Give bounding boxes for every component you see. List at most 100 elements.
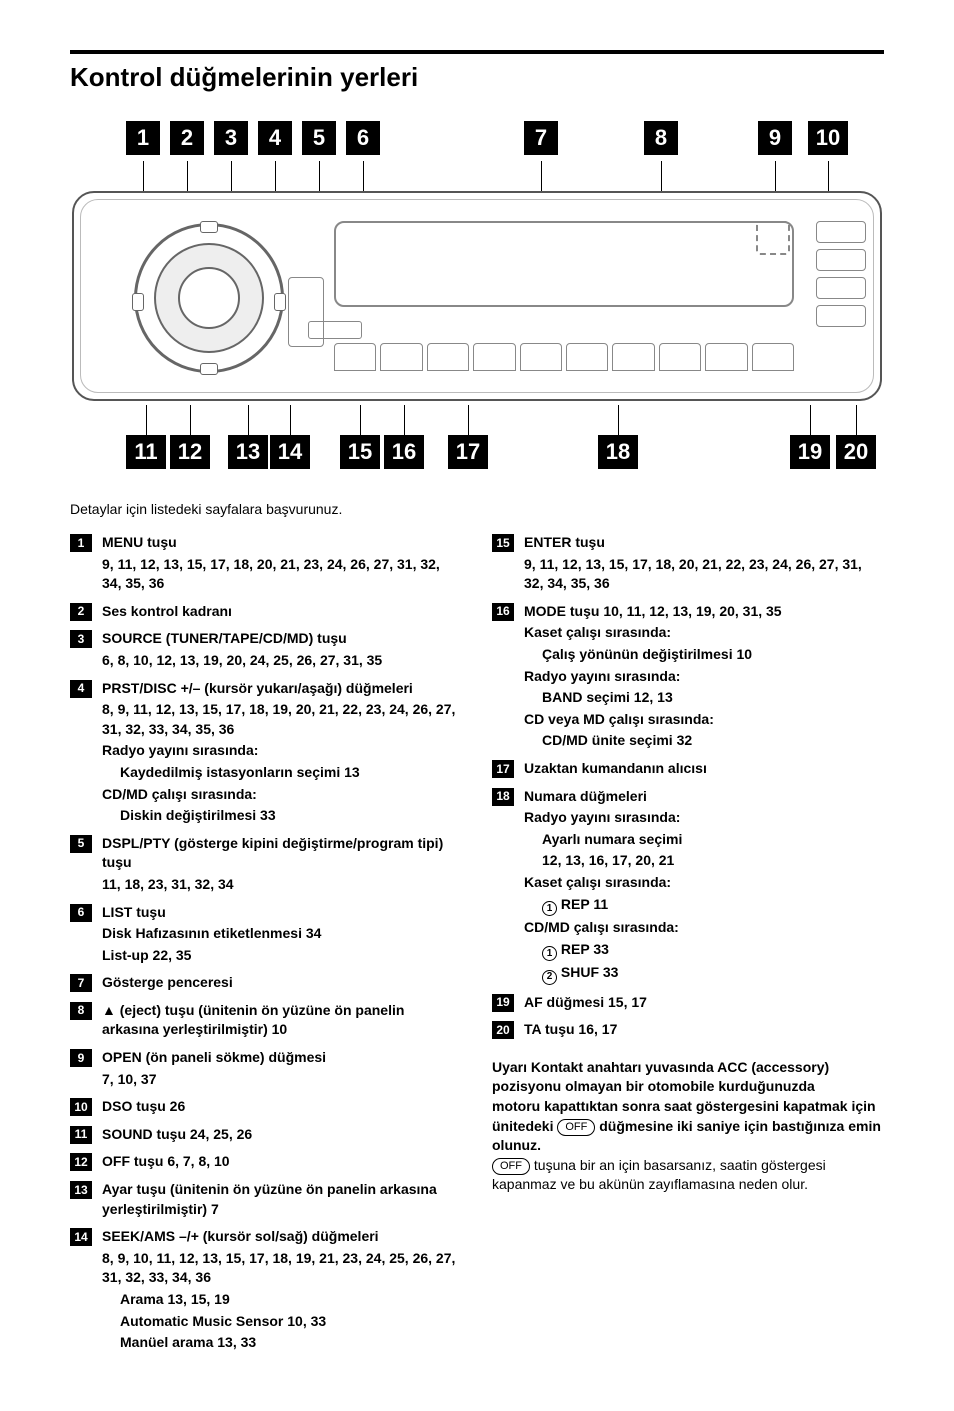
leader-line xyxy=(319,161,320,191)
entry-badge: 16 xyxy=(492,603,514,621)
entry-line: Diskin değiştirilmesi 33 xyxy=(120,806,462,826)
entry-line-text: CD/MD çalışı sırasında: xyxy=(102,786,257,802)
entry-title: SOUND tuşu 24, 25, 26 xyxy=(102,1125,462,1145)
entry-badge: 13 xyxy=(70,1181,92,1199)
columns: 1 MENU tuşu9, 11, 12, 13, 15, 17, 18, 20,… xyxy=(70,533,884,1361)
release-slider xyxy=(308,321,362,339)
leader-line xyxy=(541,161,542,191)
callout-12: 12 xyxy=(170,435,210,469)
callout-7: 7 xyxy=(524,121,558,155)
callout-2: 2 xyxy=(170,121,204,155)
entry-badge: 15 xyxy=(492,534,514,552)
entry-line: 1 REP 11 xyxy=(542,895,884,917)
entry-line-text: Radyo yayını sırasında: xyxy=(524,668,680,684)
page-title: Kontrol düğmelerinin yerleri xyxy=(70,62,884,93)
entry-line: 8, 9, 11, 12, 13, 15, 17, 18, 19, 20, 21… xyxy=(102,700,462,739)
entry-line: Kaset çalışı sırasında: xyxy=(524,623,884,643)
leader-line xyxy=(618,405,619,435)
entry-line: 1 REP 33 xyxy=(542,940,884,962)
entry-badge: 7 xyxy=(70,974,92,992)
entry-body: OPEN (ön paneli sökme) düğmesi 7, 10, 37 xyxy=(102,1048,462,1089)
entry-line-text: Radyo yayını sırasında: xyxy=(102,742,258,758)
entry-title: OPEN (ön paneli sökme) düğmesi xyxy=(102,1048,462,1068)
entry-title: Gösterge penceresi xyxy=(102,973,462,993)
entry-line-text: 11, 18, 23, 31, 32, 34 xyxy=(102,876,234,892)
num-btn xyxy=(705,343,747,371)
entry-title: Ayar tuşu (ünitenin ön yüzüne ön panelin… xyxy=(102,1180,462,1219)
entry-line-text: CD veya MD çalışı sırasında: xyxy=(524,711,714,727)
entry-6: 6LIST tuşuDisk Hafızasının etiketlenmesi… xyxy=(70,903,462,966)
leader-line xyxy=(248,405,249,435)
off-pill-icon: OFF xyxy=(557,1119,595,1136)
num-btn xyxy=(612,343,654,371)
entry-14: 14 SEEK/AMS –/+ (kursör sol/sağ) düğmeler… xyxy=(70,1227,462,1353)
callout-6: 6 xyxy=(346,121,380,155)
entry-line: List-up 22, 35 xyxy=(102,946,462,966)
entry-body: OFF tuşu 6, 7, 8, 10 xyxy=(102,1152,462,1172)
warning-line: OFF tuşuna bir an için basarsanız, saati… xyxy=(492,1156,884,1195)
entry-line-text: CD/MD ünite seçimi 32 xyxy=(542,732,692,748)
callout-row-bottom: 11121314151617181920 xyxy=(70,435,884,471)
entry-17: 17Uzaktan kumandanın alıcısı xyxy=(492,759,884,779)
device-illustration xyxy=(72,191,882,401)
entry-badge: 18 xyxy=(492,788,514,806)
entry-line-text: BAND seçimi 12, 13 xyxy=(542,689,673,705)
leader-line xyxy=(856,405,857,435)
entry-line: Ayarlı numara seçimi xyxy=(542,830,884,850)
circled-number-icon: 2 xyxy=(542,970,557,985)
entry-badge: 5 xyxy=(70,835,92,853)
title-rule xyxy=(70,50,884,54)
entry-body: MENU tuşu9, 11, 12, 13, 15, 17, 18, 20, … xyxy=(102,533,462,594)
off-pill-icon: OFF xyxy=(492,1158,530,1175)
entry-badge: 1 xyxy=(70,534,92,552)
entry-body: DSPL/PTY (gösterge kipini değiştirme/pro… xyxy=(102,834,462,895)
leader-line xyxy=(275,161,276,191)
entry-body: ▲ (eject) tuşu (ünitenin ön yüzüne ön pa… xyxy=(102,1001,462,1040)
entry-line: 9, 11, 12, 13, 15, 17, 18, 20, 21, 23, 2… xyxy=(102,555,462,594)
side-btn xyxy=(816,277,866,299)
entry-body: SOURCE (TUNER/TAPE/CD/MD) tuşu 6, 8, 10, … xyxy=(102,629,462,670)
entry-badge: 20 xyxy=(492,1021,514,1039)
entry-line-text: 8, 9, 11, 12, 13, 15, 17, 18, 19, 20, 21… xyxy=(102,701,455,737)
left-column: 1 MENU tuşu9, 11, 12, 13, 15, 17, 18, 20,… xyxy=(70,533,462,1361)
num-btn xyxy=(334,343,376,371)
entry-title: SOURCE (TUNER/TAPE/CD/MD) tuşu xyxy=(102,629,462,649)
entry-body: TA tuşu 16, 17 xyxy=(524,1020,884,1040)
entry-5: 5 DSPL/PTY (gösterge kipini değiştirme/pr… xyxy=(70,834,462,895)
entry-body: PRST/DISC +/– (kursör yukarı/aşağı) düğm… xyxy=(102,679,462,826)
entry-title: DSPL/PTY (gösterge kipini değiştirme/pro… xyxy=(102,834,462,873)
entry-line: 11, 18, 23, 31, 32, 34 xyxy=(102,875,462,895)
entry-line-text: 6, 8, 10, 12, 13, 19, 20, 24, 25, 26, 27… xyxy=(102,652,382,668)
dial-btn-top xyxy=(200,221,218,233)
entry-line: CD/MD çalışı sırasında: xyxy=(524,918,884,938)
entry-title: Numara düğmeleri xyxy=(524,787,884,807)
entry-line: BAND seçimi 12, 13 xyxy=(542,688,884,708)
num-btn xyxy=(473,343,515,371)
entry-20: 20 TA tuşu 16, 17 xyxy=(492,1020,884,1040)
entry-line-text: 7, 10, 37 xyxy=(102,1071,157,1087)
entry-line: Radyo yayını sırasında: xyxy=(524,808,884,828)
entry-line: 12, 13, 16, 17, 20, 21 xyxy=(542,851,884,871)
entry-title: SEEK/AMS –/+ (kursör sol/sağ) düğmeleri xyxy=(102,1227,462,1247)
entry-title: PRST/DISC +/– (kursör yukarı/aşağı) düğm… xyxy=(102,679,462,699)
callout-20: 20 xyxy=(836,435,876,469)
num-btn xyxy=(566,343,608,371)
entry-body: DSO tuşu 26 xyxy=(102,1097,462,1117)
leader-line xyxy=(775,161,776,191)
entry-title: TA tuşu 16, 17 xyxy=(524,1020,884,1040)
entry-line-text: Disk Hafızasının etiketlenmesi 34 xyxy=(102,925,321,941)
entry-body: SOUND tuşu 24, 25, 26 xyxy=(102,1125,462,1145)
entry-line: 6, 8, 10, 12, 13, 19, 20, 24, 25, 26, 27… xyxy=(102,651,462,671)
leader-row-top xyxy=(70,161,884,191)
entry-badge: 14 xyxy=(70,1228,92,1246)
entry-badge: 10 xyxy=(70,1098,92,1116)
side-btn xyxy=(816,221,866,243)
callout-15: 15 xyxy=(340,435,380,469)
entry-line-text: CD/MD çalışı sırasında: xyxy=(524,919,679,935)
entry-badge: 11 xyxy=(70,1126,92,1144)
entry-line-text: Kaset çalışı sırasında: xyxy=(524,874,671,890)
entry-body: AF düğmesi 15, 17 xyxy=(524,993,884,1013)
callout-10: 10 xyxy=(808,121,848,155)
intro-text: Detaylar için listedeki sayfalara başvur… xyxy=(70,501,884,517)
warning-block: Uyarı Kontakt anahtarı yuvasında ACC (ac… xyxy=(492,1058,884,1195)
